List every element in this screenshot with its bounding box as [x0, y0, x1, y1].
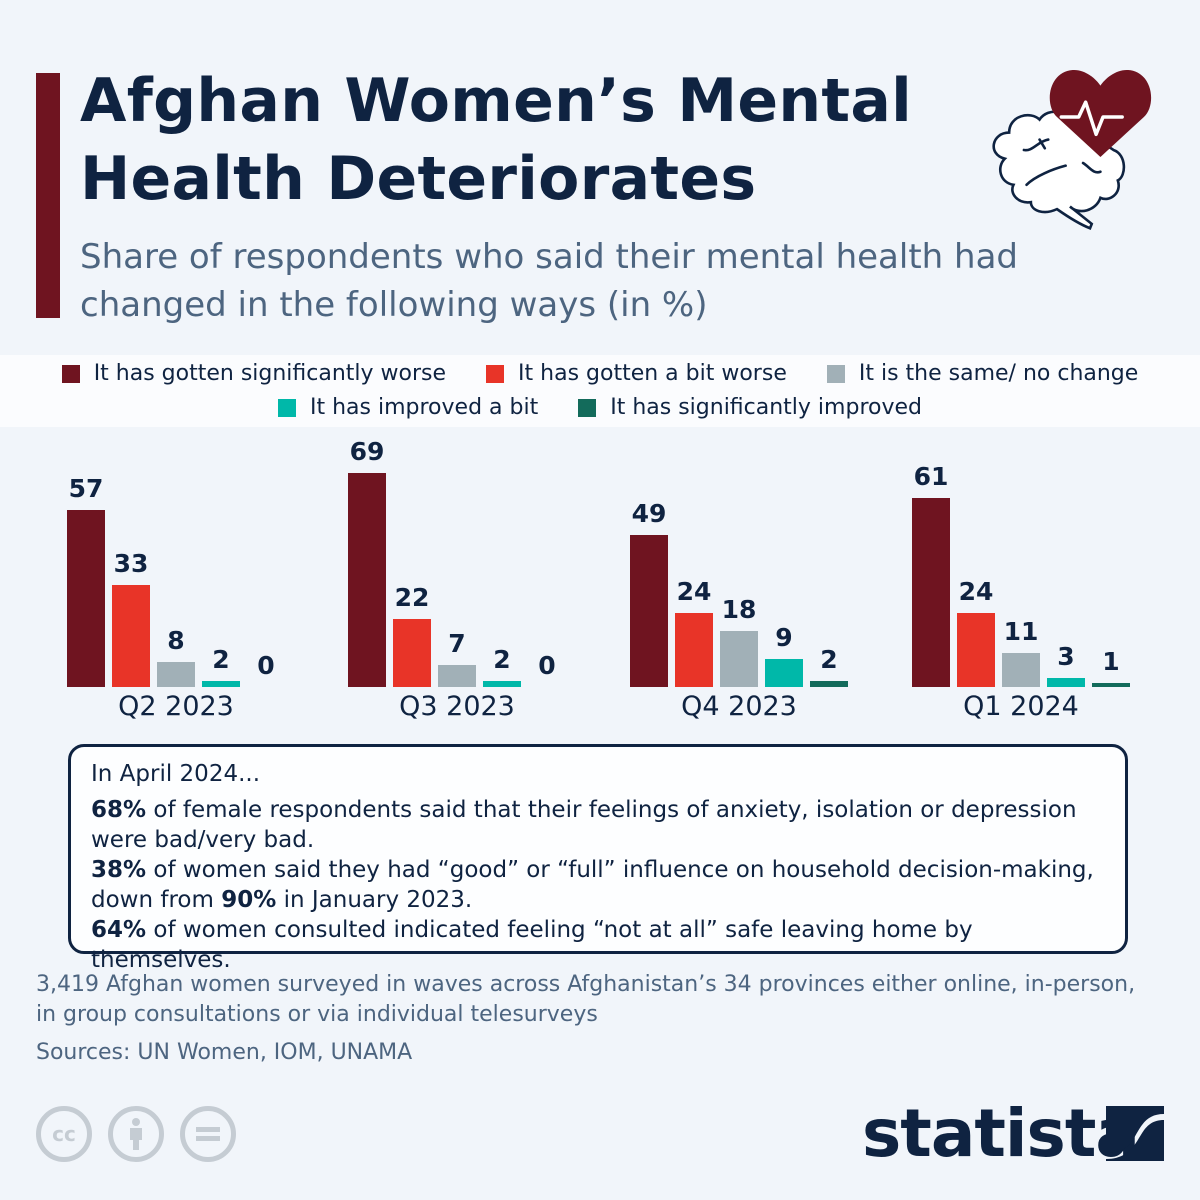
- attribution-icon[interactable]: [108, 1106, 164, 1162]
- info-item: 64% of women consulted indicated feeling…: [91, 917, 973, 973]
- survey-description: 3,419 Afghan women surveyed in waves acr…: [36, 972, 1136, 1027]
- legend-item-improved-bit: It has improved a bit: [278, 391, 538, 425]
- title-accent-bar: [36, 73, 60, 318]
- category-label: Q1 2024: [963, 691, 1079, 722]
- bar: [957, 613, 995, 687]
- bar: [157, 662, 195, 687]
- bar: [1002, 653, 1040, 687]
- category-label: Q4 2023: [681, 691, 797, 722]
- bar-value-label: 57: [68, 474, 104, 503]
- info-lead: In April 2024...: [91, 761, 261, 787]
- bar-value-label: 11: [1003, 617, 1039, 646]
- bar-value-label: 22: [394, 583, 430, 612]
- bar-value-label: 69: [349, 437, 385, 466]
- bar-value-label: 61: [913, 462, 949, 491]
- bar: [1047, 678, 1085, 687]
- category-label: Q3 2023: [399, 691, 515, 722]
- bar-value-label: 33: [113, 549, 149, 578]
- bar: [393, 619, 431, 687]
- bar: [720, 631, 758, 687]
- bar: [675, 613, 713, 687]
- bar-value-label: 24: [676, 577, 712, 606]
- info-box: In April 2024... 68% of female responden…: [68, 744, 1128, 973]
- bar: [112, 585, 150, 687]
- bar-chart: 57 33 8 2 0 Q2 2023 69 22 7 2 0 Q3 2023 49 24 18 9 2 Q4 2…: [0, 430, 1200, 740]
- bar: [630, 535, 668, 687]
- legend-swatch: [578, 399, 597, 417]
- bar: [67, 510, 105, 687]
- legend-item-significantly-improved: It has significantly improved: [578, 391, 922, 425]
- legend-item-significantly-worse: It has gotten significantly worse: [61, 357, 447, 391]
- bar-value-label: 18: [721, 595, 757, 624]
- bar: [765, 659, 803, 687]
- sources: Sources: UN Women, IOM, UNAMA: [36, 1040, 413, 1065]
- statista-logo[interactable]: statista: [862, 1095, 1140, 1172]
- chart-subtitle: Share of respondents who said their ment…: [80, 237, 1018, 325]
- bar-value-label: 0: [538, 651, 556, 680]
- chart-legend: It has gotten significantly worse It has…: [0, 355, 1200, 427]
- bar-value-label: 2: [493, 645, 511, 674]
- bar-value-label: 9: [775, 623, 793, 652]
- no-derivatives-icon[interactable]: [180, 1106, 236, 1162]
- legend-item-bit-worse: It has gotten a bit worse: [486, 357, 787, 391]
- legend-label: It has significantly improved: [610, 395, 922, 420]
- bar: [438, 665, 476, 687]
- bar-value-label: 49: [631, 499, 667, 528]
- bar: [483, 681, 521, 687]
- legend-swatch: [486, 365, 505, 383]
- bar-value-label: 0: [257, 651, 275, 680]
- bar-value-label: 3: [1057, 642, 1075, 671]
- category-label: Q2 2023: [118, 691, 234, 722]
- bar: [348, 473, 386, 687]
- bar-value-label: 2: [212, 645, 230, 674]
- legend-item-no-change: It is the same/ no change: [826, 357, 1139, 391]
- info-item: 38% of women said they had “good” or “fu…: [91, 857, 1094, 913]
- brain-heart-icon: [970, 50, 1170, 250]
- cc-icon[interactable]: cc: [36, 1106, 92, 1162]
- legend-swatch: [278, 399, 296, 417]
- bar-value-label: 24: [958, 577, 994, 606]
- legend-label: It has improved a bit: [310, 395, 539, 420]
- bar-value-label: 1: [1102, 647, 1120, 676]
- legend-label: It is the same/ no change: [858, 361, 1139, 386]
- bar: [202, 681, 240, 687]
- page-title: Afghan Women’s Mental Health Deteriorate…: [80, 66, 913, 214]
- info-item: 68% of female respondents said that thei…: [91, 797, 1077, 853]
- bar-value-label: 7: [448, 629, 466, 658]
- legend-label: It has gotten significantly worse: [93, 361, 447, 386]
- legend-swatch: [61, 365, 80, 383]
- statista-logo-mark-icon: [1106, 1106, 1164, 1161]
- legend-label: It has gotten a bit worse: [518, 361, 787, 386]
- bar-value-label: 2: [820, 645, 838, 674]
- bar: [912, 498, 950, 687]
- legend-swatch: [826, 365, 845, 383]
- notes: 3,419 Afghan women surveyed in waves acr…: [36, 970, 1136, 1068]
- bar: [810, 681, 848, 687]
- bar-value-label: 8: [167, 626, 185, 655]
- bar: [1092, 683, 1130, 687]
